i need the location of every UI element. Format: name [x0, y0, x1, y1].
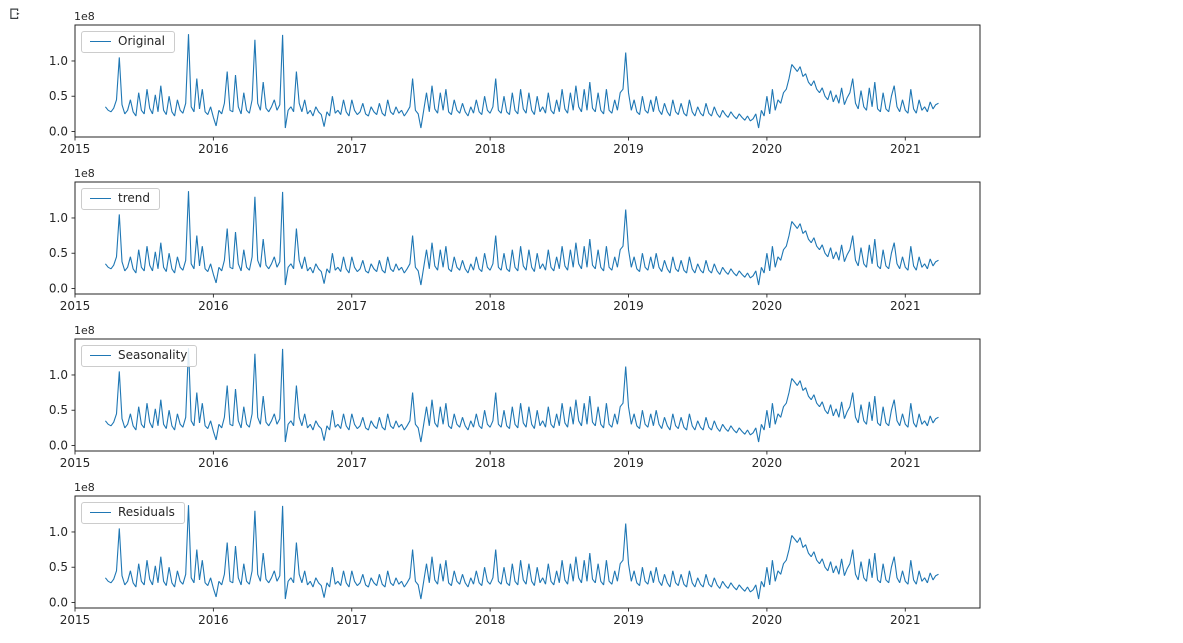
x-tick-label: 2015 — [60, 456, 91, 470]
x-tick-label: 2021 — [890, 299, 921, 313]
y-tick-label: 0.5 — [49, 246, 68, 260]
x-tick-label: 2015 — [60, 142, 91, 156]
series-line — [104, 348, 939, 443]
figure-trend: 1e8 trend 2015 2016 2017 2018 2019 2020 2021 0.… — [0, 167, 1000, 324]
legend-label: Residuals — [118, 505, 175, 519]
y-tick-label: 0.5 — [49, 560, 68, 574]
legend-label: Seasonality — [118, 348, 188, 362]
x-tick-label: 2016 — [198, 142, 229, 156]
legend-trend: trend — [81, 188, 160, 210]
x-tick-label: 2017 — [336, 613, 367, 627]
series-line — [104, 34, 939, 129]
x-tick-label: 2018 — [475, 456, 506, 470]
y-tick-label: 1.0 — [49, 368, 68, 382]
legend-label: Original — [118, 34, 165, 48]
y-tick-label: 0.0 — [49, 124, 68, 138]
x-tick-label: 2020 — [752, 613, 783, 627]
x-tick-label: 2018 — [475, 613, 506, 627]
x-tick-label: 2021 — [890, 613, 921, 627]
y-axis-offset-label: 1e8 — [74, 167, 95, 180]
plot-frame — [74, 495, 981, 609]
y-tick-label: 1.0 — [49, 211, 68, 225]
plot-area-trend: 2015 2016 2017 2018 2019 2020 2021 0.0 0.5 1.0 — [49, 181, 981, 313]
y-tick-label: 0.5 — [49, 89, 68, 103]
legend-original: Original — [81, 31, 175, 53]
plot-frame — [74, 338, 981, 452]
x-tick-label: 2020 — [752, 299, 783, 313]
x-tick-label: 2021 — [890, 142, 921, 156]
series-line — [104, 191, 939, 286]
x-tick-label: 2020 — [752, 456, 783, 470]
y-tick-label: 1.0 — [49, 54, 68, 68]
x-tick-label: 2019 — [613, 456, 644, 470]
x-tick-label: 2016 — [198, 456, 229, 470]
figure-original: 1e8 Original 2015 2016 2017 2018 2019 2020 202… — [0, 10, 1000, 167]
x-tick-label: 2017 — [336, 456, 367, 470]
legend-line-sample — [90, 512, 111, 513]
figure-residuals: 1e8 Residuals 2015 2016 2017 2018 2019 2020 20… — [0, 481, 1000, 638]
x-tick-label: 2015 — [60, 613, 91, 627]
plot-area-seasonality: 2015 2016 2017 2018 2019 2020 2021 0.0 0.5 1.0 — [49, 338, 981, 470]
x-tick-label: 2018 — [475, 142, 506, 156]
x-tick-label: 2021 — [890, 456, 921, 470]
y-tick-label: 1.0 — [49, 525, 68, 539]
x-tick-label: 2017 — [336, 142, 367, 156]
y-tick-label: 0.0 — [49, 281, 68, 295]
x-tick-label: 2019 — [613, 142, 644, 156]
plot-area-original: 2015 2016 2017 2018 2019 2020 2021 0.0 0.5 1.0 — [49, 24, 981, 156]
cell-output-icon — [10, 8, 20, 19]
figure-stack: 1e8 Original 2015 2016 2017 2018 2019 2020 202… — [0, 10, 1000, 638]
x-tick-label: 2017 — [336, 299, 367, 313]
legend-line-sample — [90, 41, 111, 42]
plot-area-residuals: 2015 2016 2017 2018 2019 2020 2021 0.0 0.5 1.0 — [49, 495, 981, 627]
legend-line-sample — [90, 355, 111, 356]
y-tick-label: 0.5 — [49, 403, 68, 417]
plot-frame — [74, 24, 981, 138]
legend-residuals: Residuals — [81, 502, 185, 524]
y-tick-label: 0.0 — [49, 438, 68, 452]
y-tick-label: 0.0 — [49, 595, 68, 609]
y-axis-offset-label: 1e8 — [74, 10, 95, 23]
figure-seasonality: 1e8 Seasonality 2015 2016 2017 2018 2019 2020… — [0, 324, 1000, 481]
series-line — [104, 505, 939, 600]
y-axis-offset-label: 1e8 — [74, 481, 95, 494]
y-axis-offset-label: 1e8 — [74, 324, 95, 337]
legend-line-sample — [90, 198, 111, 199]
x-tick-label: 2016 — [198, 613, 229, 627]
x-tick-label: 2019 — [613, 299, 644, 313]
x-tick-label: 2020 — [752, 142, 783, 156]
x-tick-label: 2019 — [613, 613, 644, 627]
plot-frame — [74, 181, 981, 295]
x-tick-label: 2015 — [60, 299, 91, 313]
legend-label: trend — [118, 191, 150, 205]
x-tick-label: 2016 — [198, 299, 229, 313]
legend-seasonality: Seasonality — [81, 345, 198, 367]
x-tick-label: 2018 — [475, 299, 506, 313]
